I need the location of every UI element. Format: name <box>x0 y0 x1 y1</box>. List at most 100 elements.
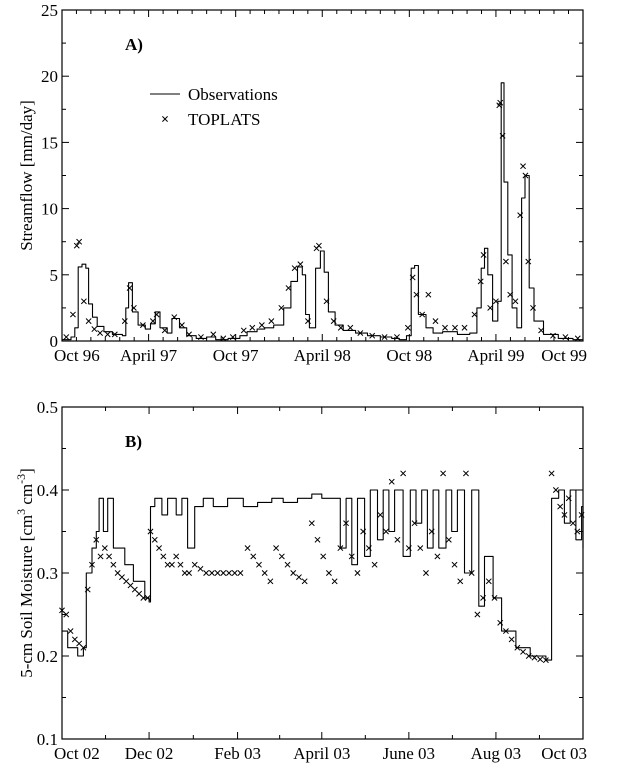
toplats-point <box>462 470 469 477</box>
toplats-point <box>357 330 364 337</box>
toplats-point <box>63 611 70 618</box>
toplats-point <box>548 470 555 477</box>
toplats-point <box>126 285 133 291</box>
toplats-point <box>325 570 332 576</box>
toplats-point <box>474 611 481 618</box>
toplats-point <box>497 619 504 626</box>
toplats-point <box>440 470 447 477</box>
toplats-point <box>84 586 91 593</box>
y-label-prefix: 5-cm Soil Moisture [cm <box>17 515 36 678</box>
toplats-point <box>522 172 529 179</box>
toplats-point <box>400 470 407 477</box>
toplats-point <box>562 334 569 340</box>
toplats-point <box>457 578 464 585</box>
toplats-point <box>432 318 439 325</box>
toplats-point <box>508 636 515 643</box>
toplats-point <box>295 574 302 581</box>
toplats-point <box>229 334 236 340</box>
toplats-point <box>323 298 330 305</box>
toplats-point <box>80 644 87 651</box>
toplats-point <box>561 511 568 518</box>
y-label-sup-1: 3 <box>14 509 28 515</box>
x-tick-label: June 03 <box>383 744 435 763</box>
x-tick-label: April 98 <box>294 346 351 365</box>
toplats-point <box>520 163 527 170</box>
toplats-point <box>244 545 251 552</box>
toplats-point <box>538 327 545 334</box>
toplats-point <box>330 318 337 325</box>
y-label-sup-2: -3 <box>14 474 28 484</box>
toplats-point <box>434 553 441 560</box>
toplats-point <box>261 570 268 576</box>
toplats-point <box>291 265 298 272</box>
toplats-point <box>491 594 498 601</box>
toplats-point <box>550 332 556 339</box>
toplats-point <box>203 570 210 576</box>
toplats-point <box>348 553 355 560</box>
toplats-point <box>369 332 376 339</box>
toplats-point <box>197 565 204 572</box>
toplats-point <box>85 318 92 325</box>
x-tick-label: Oct 98 <box>386 346 432 365</box>
y-label-mid: cm <box>17 484 36 509</box>
y-label-suffix: ] <box>17 468 36 474</box>
y-axis-label: 5-cm Soil Moisture [cm3 cm-3] <box>14 468 36 678</box>
legend-toplats-label: TOPLATS <box>188 110 260 129</box>
toplats-point <box>419 311 426 318</box>
toplats-point <box>565 495 572 502</box>
y-tick-label: 15 <box>41 133 58 152</box>
toplats-point <box>208 570 215 576</box>
toplats-point <box>93 536 100 543</box>
toplats-point <box>507 291 514 298</box>
toplats-point <box>354 570 361 576</box>
toplats-point <box>256 561 262 568</box>
toplats-markers <box>59 470 585 664</box>
toplats-point <box>480 251 487 258</box>
toplats-point <box>512 298 519 305</box>
toplats-point <box>220 570 227 576</box>
toplats-point <box>168 561 175 568</box>
toplats-point <box>530 304 536 311</box>
toplats-point <box>161 327 168 334</box>
toplats-point <box>499 132 506 139</box>
y-tick-label: 0.4 <box>37 481 59 500</box>
toplats-point <box>285 285 292 291</box>
toplats-point <box>578 511 585 518</box>
y-tick-label: 10 <box>41 200 58 219</box>
toplats-point <box>520 648 527 655</box>
toplats-point <box>308 520 315 527</box>
observations-line <box>62 82 583 341</box>
toplats-point <box>492 298 499 305</box>
toplats-point <box>273 545 280 552</box>
toplats-point <box>186 331 192 338</box>
toplats-point <box>445 536 452 543</box>
plot-frame <box>61 9 584 342</box>
toplats-point <box>171 314 178 321</box>
y-axis-label: Streamflow [mm/day] <box>17 100 36 251</box>
toplats-point <box>250 553 257 560</box>
toplats-point <box>297 261 304 268</box>
toplats-point <box>144 594 151 601</box>
y-tick-label: 0.1 <box>37 730 58 749</box>
toplats-point <box>409 274 416 281</box>
toplats-point <box>331 578 338 585</box>
panel-label: A) <box>125 35 143 54</box>
toplats-point <box>425 291 432 298</box>
toplats-point <box>301 578 308 585</box>
toplats-point <box>502 628 509 635</box>
toplats-point <box>97 330 104 337</box>
toplats-point <box>451 561 458 568</box>
toplats-point <box>388 478 395 485</box>
toplats-point <box>461 324 468 331</box>
toplats-point <box>214 570 221 576</box>
toplats-point <box>284 561 291 568</box>
toplats-point <box>360 528 367 535</box>
toplats-point <box>106 553 113 560</box>
x-tick-label: Oct 97 <box>213 346 259 365</box>
toplats-point <box>153 311 160 318</box>
toplats-point <box>377 511 384 518</box>
toplats-point <box>290 570 297 576</box>
toplats-point <box>140 594 147 601</box>
toplats-point <box>347 324 354 331</box>
toplats-point <box>63 334 70 340</box>
